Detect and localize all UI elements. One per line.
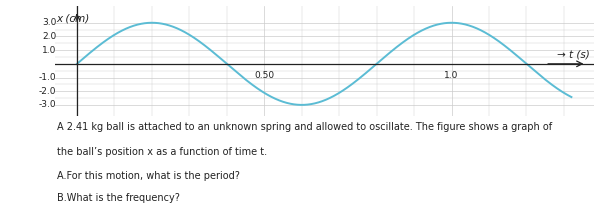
Text: A 2.41 kg ball is attached to an unknown spring and allowed to oscillate. The fi: A 2.41 kg ball is attached to an unknown…: [57, 122, 552, 133]
Text: -3.0: -3.0: [39, 100, 56, 109]
Text: B.What is the frequency?: B.What is the frequency?: [57, 193, 180, 203]
Text: 0.50: 0.50: [255, 71, 275, 80]
Text: -1.0: -1.0: [39, 73, 56, 82]
Text: the ball’s position x as a function of time t.: the ball’s position x as a function of t…: [57, 147, 267, 157]
Text: -2.0: -2.0: [39, 87, 56, 96]
Text: 1.0: 1.0: [444, 71, 459, 80]
Text: x (cm): x (cm): [56, 13, 90, 23]
Text: 3.0: 3.0: [42, 18, 56, 27]
Text: 1.0: 1.0: [42, 46, 56, 55]
Text: → t (s): → t (s): [558, 49, 590, 59]
Text: A.For this motion, what is the period?: A.For this motion, what is the period?: [57, 171, 240, 181]
Text: 2.0: 2.0: [42, 32, 56, 41]
